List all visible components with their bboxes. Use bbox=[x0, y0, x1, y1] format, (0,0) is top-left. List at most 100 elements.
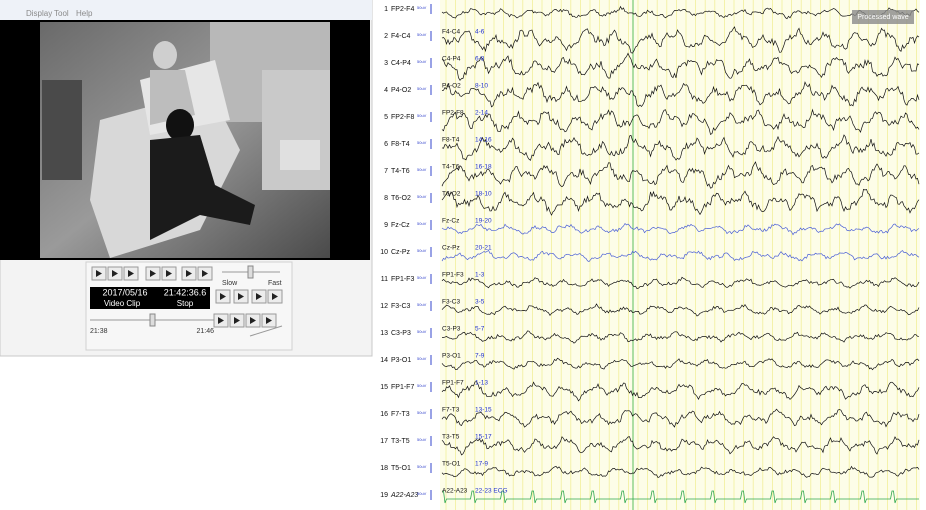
channel-label: P3-O1 bbox=[391, 357, 411, 364]
channel-label: FP2-F8 bbox=[391, 114, 414, 121]
electrode-pair: 22-23 ECG bbox=[475, 488, 508, 495]
clip-label: Video Clip bbox=[104, 299, 141, 308]
channel-number: 9 bbox=[384, 222, 388, 229]
video-image bbox=[40, 22, 330, 258]
play-state: Stop bbox=[177, 299, 194, 308]
electrode-pair: 6-8 bbox=[475, 56, 485, 63]
electrode-pair: 1-13 bbox=[475, 380, 488, 387]
sensitivity: 50uV bbox=[417, 5, 427, 10]
date: 2017/05/16 bbox=[102, 287, 147, 297]
sensitivity: 50uV bbox=[417, 194, 427, 199]
sensitivity: 50uV bbox=[417, 302, 427, 307]
trace-label: FP1-F3 bbox=[442, 272, 464, 279]
channel-number: 7 bbox=[384, 168, 388, 175]
channel-label: T3-T5 bbox=[391, 438, 410, 445]
trace-label: FP1-F7 bbox=[442, 380, 464, 387]
trace-label: F3-C3 bbox=[442, 299, 460, 306]
channel-label: P4-O2 bbox=[391, 87, 411, 94]
channel-number: 2 bbox=[384, 33, 388, 40]
channel-label: T5-O1 bbox=[391, 465, 411, 472]
electrode-pair: 8-10 bbox=[475, 83, 488, 90]
channel-label: T4-T6 bbox=[391, 168, 410, 175]
sensitivity: 50uV bbox=[417, 113, 427, 118]
sensitivity: 50uV bbox=[417, 32, 427, 37]
position-thumb[interactable] bbox=[150, 314, 155, 326]
sensitivity: 50uV bbox=[417, 248, 427, 253]
electrode-pair: 13-15 bbox=[475, 407, 492, 414]
channel-number: 15 bbox=[380, 384, 388, 391]
sensitivity: 50uV bbox=[417, 275, 427, 280]
electrode-pair: 7-9 bbox=[475, 353, 485, 360]
electrode-pair: 15-17 bbox=[475, 434, 492, 441]
electrode-pair: 19-20 bbox=[475, 218, 492, 225]
menu-item[interactable]: Tool bbox=[54, 9, 69, 18]
channel-label: C4-P4 bbox=[391, 60, 411, 67]
trace-label: T3-T5 bbox=[442, 434, 460, 441]
trace-label: P3-O1 bbox=[442, 353, 461, 360]
channel-number: 14 bbox=[380, 357, 388, 364]
channel-label: FP1-F3 bbox=[391, 276, 414, 283]
sensitivity: 50uV bbox=[417, 167, 427, 172]
trace-label: T6-O2 bbox=[442, 191, 461, 198]
channel-label: F4-C4 bbox=[391, 33, 411, 40]
range-end: 21:46 bbox=[196, 328, 214, 335]
channel-number: 8 bbox=[384, 195, 388, 202]
sensitivity: 50uV bbox=[417, 221, 427, 226]
trace-label: C4-P4 bbox=[442, 56, 461, 63]
channel-number: 12 bbox=[380, 303, 388, 310]
page: Display Tool Help Slow Fast 2017/05/16 2… bbox=[0, 0, 926, 510]
electrode-pair: 1-3 bbox=[475, 272, 485, 279]
electrode-pair: 5-7 bbox=[475, 326, 485, 333]
electrode-pair: 16-18 bbox=[475, 164, 492, 171]
trace-label: C3-P3 bbox=[442, 326, 461, 333]
electrode-pair: 17-9 bbox=[475, 461, 488, 468]
trace-label: Cz-Pz bbox=[442, 245, 460, 252]
sensitivity: 50uV bbox=[417, 410, 427, 415]
menu-item[interactable]: Help bbox=[76, 9, 93, 18]
trace-label: T5-O1 bbox=[442, 461, 461, 468]
channel-number: 11 bbox=[381, 276, 388, 283]
sensitivity: 50uV bbox=[417, 464, 427, 469]
channel-label: C3-P3 bbox=[391, 330, 411, 337]
channel-number: 5 bbox=[384, 114, 388, 121]
badge-text: Processed wave bbox=[857, 14, 908, 21]
trace-label: FP2-F8 bbox=[442, 110, 464, 117]
channel-label: T6-O2 bbox=[391, 195, 411, 202]
trace-label: A22-A23 bbox=[442, 488, 468, 495]
electrode-pair: 4-6 bbox=[475, 29, 485, 36]
channel-number: 17 bbox=[380, 438, 388, 445]
channel-label: Cz-Pz bbox=[391, 249, 411, 256]
sensitivity: 50uV bbox=[417, 491, 427, 496]
trace-label: T4-T6 bbox=[442, 164, 460, 171]
sensitivity: 50uV bbox=[417, 140, 427, 145]
sensitivity: 50uV bbox=[417, 437, 427, 442]
electrode-pair: 2-14 bbox=[475, 110, 488, 117]
channel-label: A22-A23 bbox=[390, 492, 418, 499]
trace-label: F8-T4 bbox=[442, 137, 460, 144]
channel-number: 10 bbox=[380, 249, 388, 256]
electrode-pair: 20-21 bbox=[475, 245, 492, 252]
channel-number: 18 bbox=[380, 465, 388, 472]
channel-number: 19 bbox=[380, 492, 388, 499]
speed-thumb[interactable] bbox=[248, 266, 253, 278]
sensitivity: 50uV bbox=[417, 59, 427, 64]
channel-label: F7-T3 bbox=[391, 411, 410, 418]
menu-item[interactable]: Display bbox=[26, 9, 52, 18]
sensitivity: 50uV bbox=[417, 383, 427, 388]
trace-area bbox=[440, 0, 920, 510]
channel-number: 13 bbox=[380, 330, 388, 337]
screen: Display Tool Help Slow Fast 2017/05/16 2… bbox=[0, 0, 926, 510]
channel-label: F3-C3 bbox=[391, 303, 411, 310]
channel-label: FP2-F4 bbox=[391, 6, 414, 13]
channel-label: Fz-Cz bbox=[391, 222, 410, 229]
time: 21:42:36.6 bbox=[164, 287, 207, 297]
channel-number: 1 bbox=[384, 6, 388, 13]
speed-slow-label: Slow bbox=[222, 280, 238, 287]
trace-label: Fz-Cz bbox=[442, 218, 459, 225]
range-start: 21:38 bbox=[90, 328, 108, 335]
trace-label: F4-C4 bbox=[442, 29, 460, 36]
channel-number: 6 bbox=[384, 141, 388, 148]
electrode-pair: 3-5 bbox=[475, 299, 485, 306]
channel-label: F8-T4 bbox=[391, 141, 410, 148]
sensitivity: 50uV bbox=[417, 86, 427, 91]
